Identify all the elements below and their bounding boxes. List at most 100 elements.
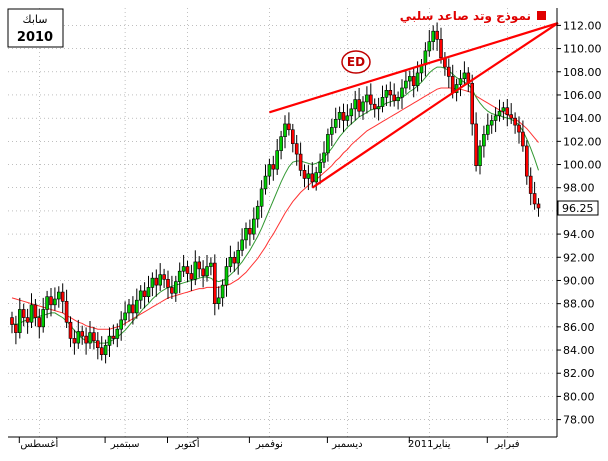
candle-down bbox=[170, 287, 174, 294]
candle-down bbox=[14, 324, 18, 333]
y-tick-label: 106.00 bbox=[563, 89, 602, 102]
symbol-badge-year: 2010 bbox=[17, 30, 53, 45]
candle-down bbox=[99, 347, 104, 355]
candles bbox=[10, 22, 541, 364]
candle-up bbox=[407, 76, 412, 82]
candle-down bbox=[450, 76, 455, 93]
y-tick-label: 78.00 bbox=[563, 414, 595, 427]
candle-up bbox=[216, 297, 221, 304]
last-price-marker: 96.25 bbox=[557, 200, 599, 216]
candle-up bbox=[41, 309, 46, 328]
trend-line bbox=[440, 22, 559, 102]
candle-down bbox=[33, 304, 38, 318]
x-axis-labels: أغسطس سبتمبر أكتوبر نوفمبر ديسمبر يناير2011 فب… bbox=[18, 437, 520, 450]
candle-up bbox=[345, 115, 350, 121]
candle-down bbox=[411, 76, 416, 86]
ed-logo-circle bbox=[341, 50, 371, 74]
last-price-label: 96.25 bbox=[562, 202, 594, 215]
symbol-badge-label: سابك bbox=[23, 13, 48, 26]
candle-up bbox=[322, 152, 326, 163]
candle-up bbox=[497, 110, 502, 117]
candle-up bbox=[158, 274, 162, 286]
x-tick-label: فبراير bbox=[494, 439, 520, 450]
candle-down bbox=[474, 123, 478, 166]
candle-down bbox=[341, 112, 346, 121]
ed-logo: ED bbox=[341, 50, 371, 74]
candle-up bbox=[252, 218, 256, 235]
candle-down bbox=[532, 193, 537, 205]
x-tick-label: ديسمبر bbox=[331, 439, 362, 450]
candle-up bbox=[485, 124, 490, 135]
moving-averages bbox=[11, 66, 539, 344]
candle-up bbox=[306, 173, 311, 179]
y-tick-label: 112.00 bbox=[563, 19, 602, 32]
candle-down bbox=[536, 203, 541, 209]
candle-down bbox=[298, 153, 303, 171]
candle-down bbox=[232, 256, 237, 264]
candle-down bbox=[64, 301, 69, 323]
candle-up bbox=[56, 291, 61, 300]
x-tick-label: نوفمبر bbox=[255, 439, 283, 450]
candle-up bbox=[404, 80, 408, 89]
candle-up bbox=[427, 41, 432, 52]
x-tick-label: أغسطس bbox=[20, 437, 58, 450]
candle-down bbox=[162, 274, 166, 280]
candle-down bbox=[80, 331, 84, 337]
candle-up bbox=[337, 112, 342, 120]
y-tick-label: 94.00 bbox=[563, 228, 595, 241]
y-tick-label: 82.00 bbox=[563, 367, 595, 380]
candle-down bbox=[189, 273, 194, 280]
candle-up bbox=[333, 119, 338, 128]
candle-up bbox=[107, 335, 112, 346]
y-tick-label: 88.00 bbox=[563, 298, 595, 311]
candle-down bbox=[84, 335, 88, 344]
candle-down bbox=[435, 30, 439, 40]
x-tick-label: أكتوبر bbox=[174, 437, 199, 450]
long-moving-average-line bbox=[11, 87, 539, 330]
y-tick-label: 102.00 bbox=[563, 135, 602, 148]
y-tick-label: 108.00 bbox=[563, 66, 602, 79]
candle-up bbox=[376, 106, 381, 110]
candle-down bbox=[49, 296, 53, 306]
candle-up bbox=[380, 96, 385, 107]
candle-up bbox=[138, 290, 143, 301]
candle-up bbox=[255, 205, 260, 220]
candle-up bbox=[103, 345, 108, 355]
candle-down bbox=[509, 114, 514, 119]
candle-down bbox=[37, 317, 42, 328]
candle-up bbox=[384, 90, 389, 98]
candle-down bbox=[131, 304, 135, 314]
candle-up bbox=[119, 319, 123, 330]
candle-up bbox=[228, 256, 233, 267]
candle-up bbox=[53, 298, 57, 306]
candle-up bbox=[209, 262, 213, 267]
candle-up bbox=[493, 115, 498, 121]
candle-down bbox=[357, 99, 361, 112]
candle-up bbox=[220, 284, 225, 299]
candle-up bbox=[127, 304, 131, 314]
candle-up bbox=[326, 134, 330, 154]
short-moving-average-line bbox=[11, 66, 539, 344]
candle-up bbox=[482, 134, 486, 147]
candle-up bbox=[76, 331, 81, 344]
candle-down bbox=[290, 129, 295, 144]
candle-down bbox=[294, 143, 299, 155]
x-tick-label: سبتمبر bbox=[110, 439, 140, 450]
candle-up bbox=[314, 172, 319, 183]
legend-swatch bbox=[537, 11, 546, 20]
y-tick-label: 84.00 bbox=[563, 344, 595, 357]
candle-down bbox=[470, 83, 475, 125]
candle-down bbox=[439, 39, 443, 59]
candle-up bbox=[267, 164, 272, 177]
candle-down bbox=[166, 279, 170, 288]
candle-up bbox=[177, 270, 182, 282]
candle-down bbox=[68, 321, 73, 339]
symbol-badge: سابك 2010 bbox=[7, 8, 64, 48]
candle-up bbox=[353, 99, 358, 110]
candle-up bbox=[365, 94, 369, 103]
x-tick-label: يناير2011 bbox=[408, 439, 451, 450]
candle-up bbox=[279, 136, 283, 151]
candle-down bbox=[513, 117, 517, 126]
